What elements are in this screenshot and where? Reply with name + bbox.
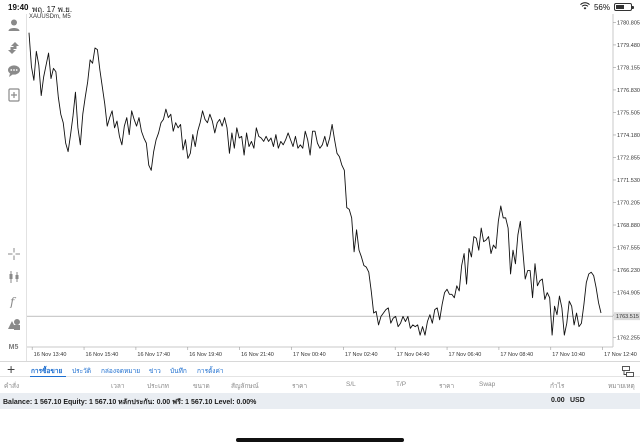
positions-table-header: คำสั่ง เวลา ประเภท ขนาด สัญลักษณ์ ราคา S… [0, 378, 640, 392]
wifi-icon [580, 2, 590, 12]
price-tick-label: 1775.505 [617, 110, 640, 116]
price-tick-label: 1771.530 [617, 178, 640, 184]
home-indicator [236, 438, 404, 442]
column-open-price[interactable]: ราคา [292, 383, 308, 390]
price-tick-label: 1780.805 [617, 20, 640, 26]
column-time[interactable]: เวลา [111, 383, 125, 390]
tab-history[interactable]: ประวัติ [72, 368, 91, 375]
timeframe-button[interactable]: M5 [8, 343, 19, 351]
balance-summary: Balance: 1 567.10 Equity: 1 567.10 หลักป… [3, 399, 257, 406]
bid-price-box [614, 312, 640, 321]
status-bar: 19:40 พฤ. 17 พ.ย. 56% [0, 0, 640, 14]
time-tick-label: 17 Nov 10:40 [552, 352, 585, 358]
crosshair-icon[interactable] [3, 245, 24, 263]
time-tick-label: 17 Nov 02:40 [345, 352, 378, 358]
price-tick-label: 1774.180 [617, 133, 640, 139]
column-price[interactable]: ราคา [439, 383, 455, 390]
column-type[interactable]: ประเภท [147, 383, 169, 390]
column-order[interactable]: คำสั่ง [4, 383, 20, 390]
balance-currency: USD [570, 397, 585, 404]
trade-icon[interactable] [3, 39, 24, 57]
price-tick-label: 1764.905 [617, 291, 640, 297]
price-tick-label: 1778.155 [617, 65, 640, 71]
price-series-line [28, 32, 602, 336]
indicator-icon[interactable]: f [3, 292, 24, 310]
price-tick-label: 1772.855 [617, 155, 640, 161]
tab-trade[interactable]: การซื้อขาย [31, 368, 63, 375]
chart-symbol: XAUUSDm, M5 [29, 14, 71, 20]
tab-settings[interactable]: การตั้งค่า [197, 368, 224, 375]
balance-profit: 0.00 [551, 397, 565, 404]
tab-mailbox[interactable]: กล่องจดหมาย [101, 368, 141, 375]
layout-icon[interactable] [622, 364, 634, 377]
price-tick-label: 1768.880 [617, 223, 640, 229]
time-tick-label: 17 Nov 08:40 [500, 352, 533, 358]
time-tick-label: 16 Nov 15:40 [86, 352, 119, 358]
time-tick-label: 17 Nov 06:40 [449, 352, 482, 358]
column-swap[interactable]: Swap [479, 381, 496, 388]
price-tick-label: 1779.480 [617, 43, 640, 49]
chat-icon[interactable] [3, 62, 24, 80]
column-profit[interactable]: กำไร [550, 383, 565, 390]
column-sl[interactable]: S/L [346, 381, 356, 388]
column-tp[interactable]: T/P [396, 381, 407, 388]
price-tick-label: 1776.830 [617, 88, 640, 94]
column-symbol[interactable]: สัญลักษณ์ [231, 383, 259, 390]
price-tick-label: 1762.255 [617, 336, 640, 342]
candles-icon[interactable] [3, 268, 24, 286]
terminal-tabs: + การซื้อขาย ประวัติ กล่องจดหมาย ข่าว บั… [0, 361, 640, 377]
time-tick-label: 16 Nov 13:40 [34, 352, 67, 358]
account-icon[interactable] [3, 16, 24, 34]
column-comment[interactable]: หมายเหตุ [608, 383, 635, 390]
price-tick-label: 1766.230 [617, 268, 640, 274]
time-tick-label: 16 Nov 19:40 [189, 352, 222, 358]
battery-icon [614, 3, 634, 11]
chart-svg: 1780.805 1779.480 1778.155 1776.830 1775.505… [27, 14, 640, 358]
active-tab-indicator [30, 376, 66, 377]
add-icon[interactable]: + [7, 361, 16, 377]
status-time: 19:40 [8, 3, 29, 12]
price-tick-label: 1770.205 [617, 201, 640, 207]
bid-price-label: 1763.515 [616, 314, 639, 320]
balance-row: Balance: 1 567.10 Equity: 1 567.10 หลักป… [0, 393, 640, 409]
chart-toolbar: f M5 [0, 14, 27, 361]
status-right: 56% [580, 2, 634, 12]
svg-text:f: f [9, 295, 17, 308]
tab-journal[interactable]: บันทึก [170, 368, 187, 375]
time-tick-label: 17 Nov 12:40 [604, 352, 637, 358]
time-tick-label: 16 Nov 17:40 [137, 352, 170, 358]
objects-icon[interactable] [3, 315, 24, 333]
time-tick-label: 17 Nov 04:40 [397, 352, 430, 358]
column-volume[interactable]: ขนาด [193, 383, 210, 390]
battery-percent: 56% [593, 2, 610, 12]
tab-news[interactable]: ข่าว [149, 368, 161, 375]
status-date: พฤ. 17 พ.ย. [32, 5, 73, 14]
add-document-icon[interactable] [3, 86, 24, 104]
price-chart[interactable]: 1780.805 1779.480 1778.155 1776.830 1775.505… [27, 14, 640, 361]
price-tick-label: 1767.555 [617, 246, 640, 252]
time-tick-label: 16 Nov 21:40 [241, 352, 274, 358]
time-tick-label: 17 Nov 00:40 [293, 352, 326, 358]
